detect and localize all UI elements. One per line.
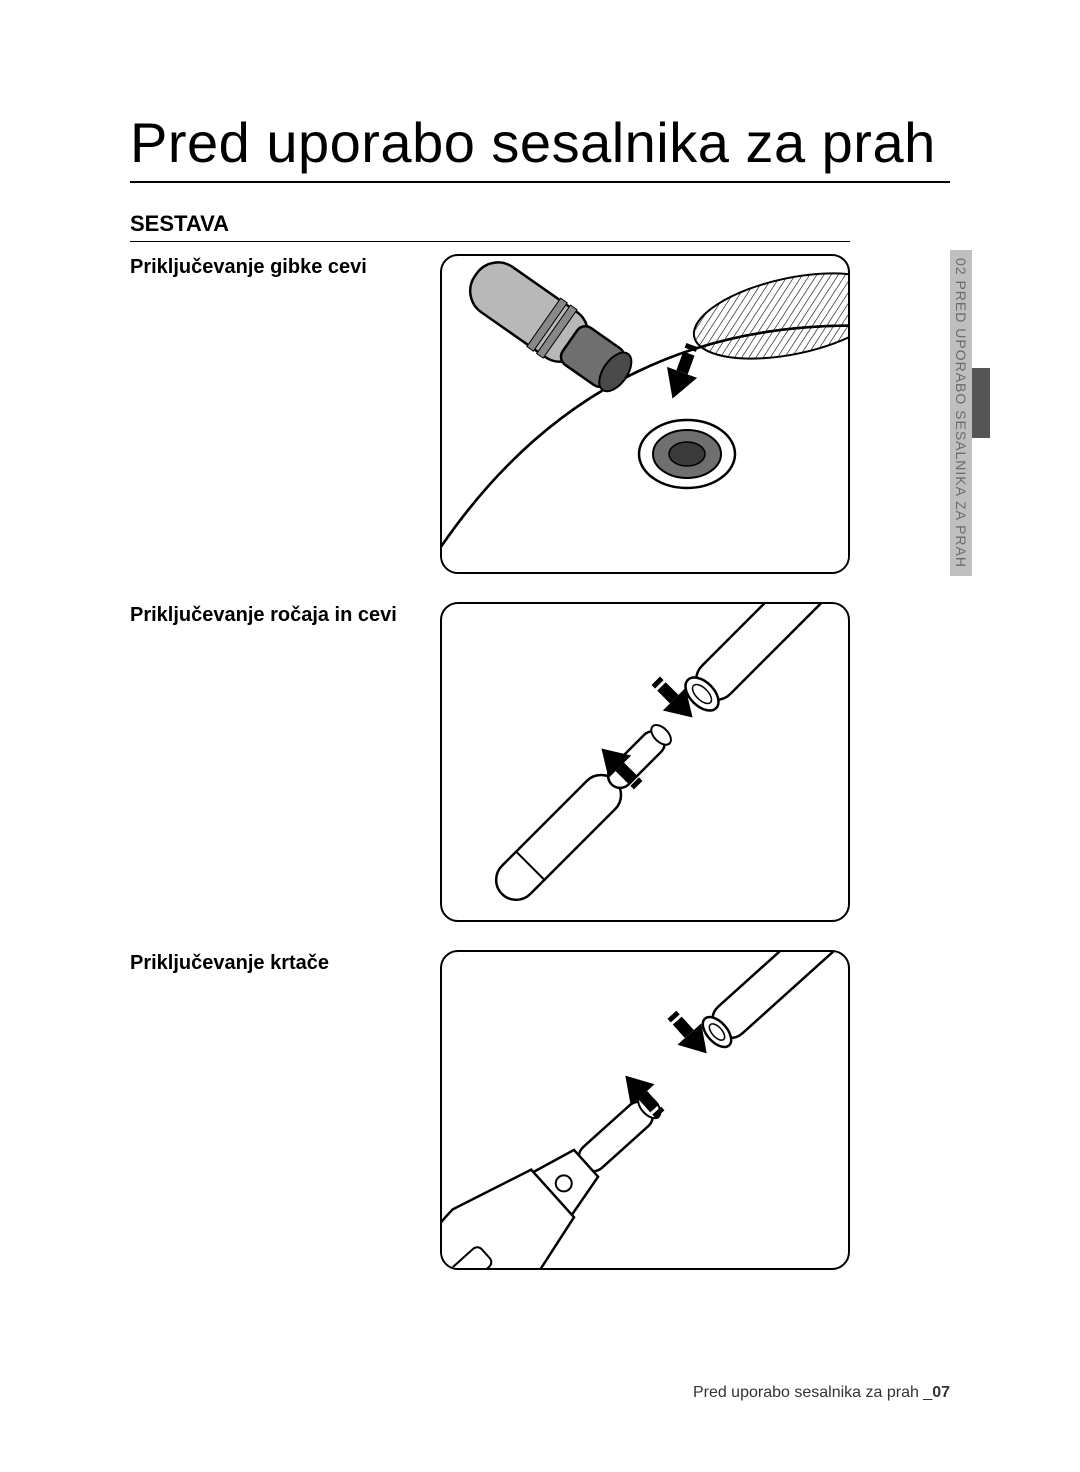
illustration-hose <box>440 254 850 574</box>
footer-text: Pred uporabo sesalnika za prah _ <box>693 1384 932 1401</box>
page-title: Pred uporabo sesalnika za prah <box>130 110 950 183</box>
side-tab-accent <box>972 368 990 438</box>
illustration-handle <box>440 602 850 922</box>
side-tab-label: 02 PRED UPORABO SESALNIKA ZA PRAH <box>950 250 972 576</box>
side-tab: 02 PRED UPORABO SESALNIKA ZA PRAH <box>950 250 990 576</box>
assembly-row: Priključevanje krtače <box>130 950 950 1270</box>
page-footer: Pred uporabo sesalnika za prah _07 <box>693 1384 950 1402</box>
section-heading: SESTAVA <box>130 211 850 242</box>
assembly-row: Priključevanje gibke cevi <box>130 254 950 574</box>
assembly-row: Priključevanje ročaja in cevi <box>130 602 950 922</box>
row-label-handle: Priključevanje ročaja in cevi <box>130 602 430 627</box>
row-label-brush: Priključevanje krtače <box>130 950 430 975</box>
row-label-hose: Priključevanje gibke cevi <box>130 254 430 279</box>
illustration-brush <box>440 950 850 1270</box>
page-number: 07 <box>932 1384 950 1401</box>
